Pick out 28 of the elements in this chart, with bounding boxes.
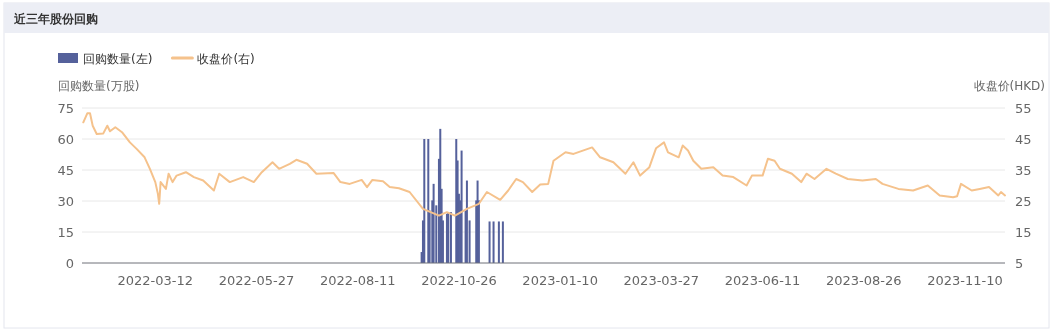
y2-tick-label: 45 (1015, 132, 1032, 147)
y2-tick-label: 25 (1015, 194, 1032, 209)
y2-axis-title: 收盘价(HKD) (973, 79, 1045, 93)
y-axis-title: 回购数量(万股) (58, 79, 140, 93)
x-tick-label: 2022-05-27 (218, 273, 295, 288)
x-tick-label: 2023-01-10 (522, 273, 598, 288)
y-tick-label: 45 (57, 163, 74, 178)
y-tick-label: 75 (57, 101, 74, 116)
legend-回购数量(左): 回购数量(左) (58, 52, 153, 66)
x-tick-label: 2023-08-26 (826, 273, 902, 288)
legend-收盘价(右): 收盘价(右) (170, 52, 255, 66)
x-tick-label: 2023-11-10 (927, 273, 1003, 288)
x-tick-label: 2022-08-11 (319, 273, 396, 288)
y-tick-label: 0 (65, 256, 74, 271)
x-tick-label: 2023-06-11 (724, 273, 801, 288)
legend-label: 回购数量(左) (83, 52, 153, 66)
chart-title: 近三年股份回购 (13, 12, 98, 26)
y2-tick-label: 15 (1015, 225, 1032, 240)
legend-label: 收盘价(右) (197, 52, 255, 66)
x-tick-label: 2022-10-26 (421, 273, 497, 288)
y2-tick-label: 55 (1015, 101, 1032, 116)
y-tick-label: 30 (57, 194, 74, 209)
x-tick-label: 2022-03-12 (117, 273, 194, 288)
x-tick-label: 2023-03-27 (623, 273, 700, 288)
y-tick-label: 15 (57, 225, 74, 240)
y2-tick-label: 35 (1015, 163, 1032, 178)
y-tick-label: 60 (57, 132, 74, 147)
y2-tick-label: 5 (1015, 256, 1024, 271)
